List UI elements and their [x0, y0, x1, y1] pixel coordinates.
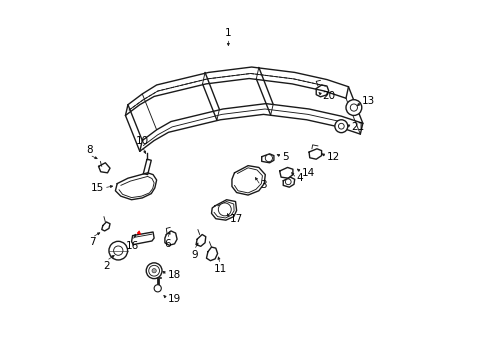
Text: 1: 1 [224, 28, 231, 39]
Text: 5: 5 [282, 152, 288, 162]
Text: 20: 20 [322, 91, 335, 101]
Text: 15: 15 [90, 183, 104, 193]
Text: 6: 6 [164, 239, 170, 249]
Text: 17: 17 [230, 215, 243, 224]
Circle shape [154, 285, 161, 292]
Text: 3: 3 [260, 180, 267, 190]
Text: 19: 19 [167, 294, 180, 304]
Text: 21: 21 [351, 122, 364, 132]
Text: 13: 13 [362, 96, 375, 106]
Circle shape [152, 269, 156, 273]
Text: 8: 8 [86, 145, 93, 155]
Circle shape [285, 179, 290, 185]
Text: 9: 9 [191, 250, 197, 260]
Text: 2: 2 [103, 261, 109, 271]
Text: 12: 12 [326, 152, 340, 162]
Circle shape [109, 241, 127, 260]
Circle shape [113, 246, 122, 255]
Circle shape [338, 123, 344, 129]
Circle shape [218, 203, 231, 216]
Circle shape [349, 104, 357, 111]
Circle shape [148, 265, 159, 276]
Text: 11: 11 [213, 264, 226, 274]
Text: 10: 10 [136, 136, 148, 146]
Text: 7: 7 [89, 237, 95, 247]
Circle shape [265, 154, 272, 162]
Text: 4: 4 [296, 173, 303, 183]
Circle shape [146, 263, 162, 279]
Text: 18: 18 [167, 270, 180, 280]
Circle shape [334, 120, 347, 133]
Text: 16: 16 [126, 241, 139, 251]
Circle shape [346, 100, 361, 116]
Text: 14: 14 [301, 168, 314, 178]
